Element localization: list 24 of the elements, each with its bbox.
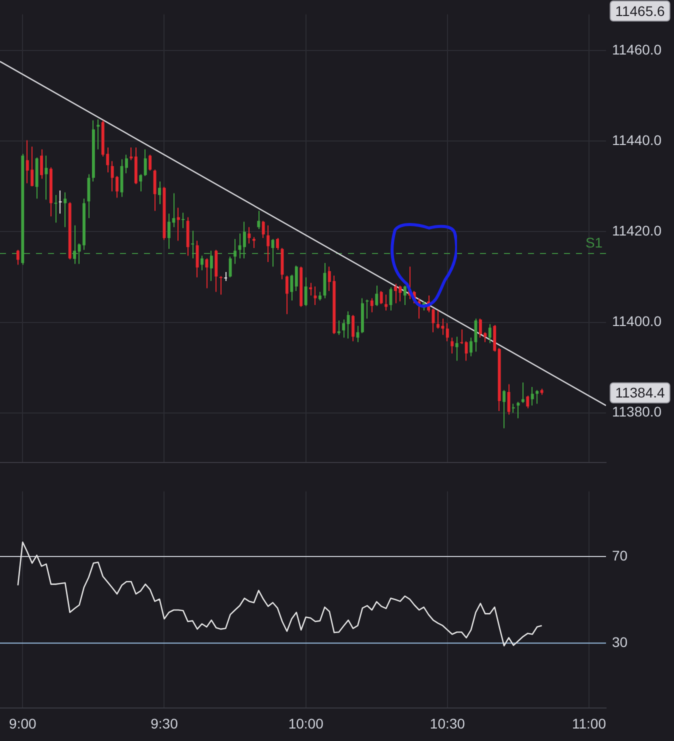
x-tick-label: 10:30 — [430, 715, 466, 732]
x-tick-label: 9:00 — [9, 715, 36, 732]
text: 11384.4 — [615, 384, 665, 401]
x-tick-label: 11:00 — [572, 715, 606, 732]
candlestick — [191, 230, 194, 258]
text: 11465.6 — [615, 2, 665, 19]
candlestick — [58, 190, 62, 214]
candlestick — [54, 195, 58, 223]
x-tick-label: 10:00 — [288, 715, 324, 732]
ref-line-label: S1 — [585, 234, 603, 250]
candlestick — [219, 276, 222, 295]
y-tick-label: 70 — [612, 547, 628, 564]
y-tick-label: 11400.0 — [612, 313, 662, 330]
y-tick-label: 11420.0 — [612, 222, 662, 239]
candlestick — [460, 330, 464, 344]
candlestick — [182, 212, 185, 228]
candlestick — [512, 404, 515, 413]
y-tick-label: 30 — [612, 634, 628, 650]
x-tick-label: 9:30 — [150, 715, 178, 732]
candlestick — [176, 208, 180, 241]
y-tick-label: 11460.0 — [612, 41, 662, 58]
candlestick — [366, 300, 369, 319]
y-tick-label: 11440.0 — [612, 132, 662, 148]
y-tick-label: 11380.0 — [612, 404, 662, 420]
